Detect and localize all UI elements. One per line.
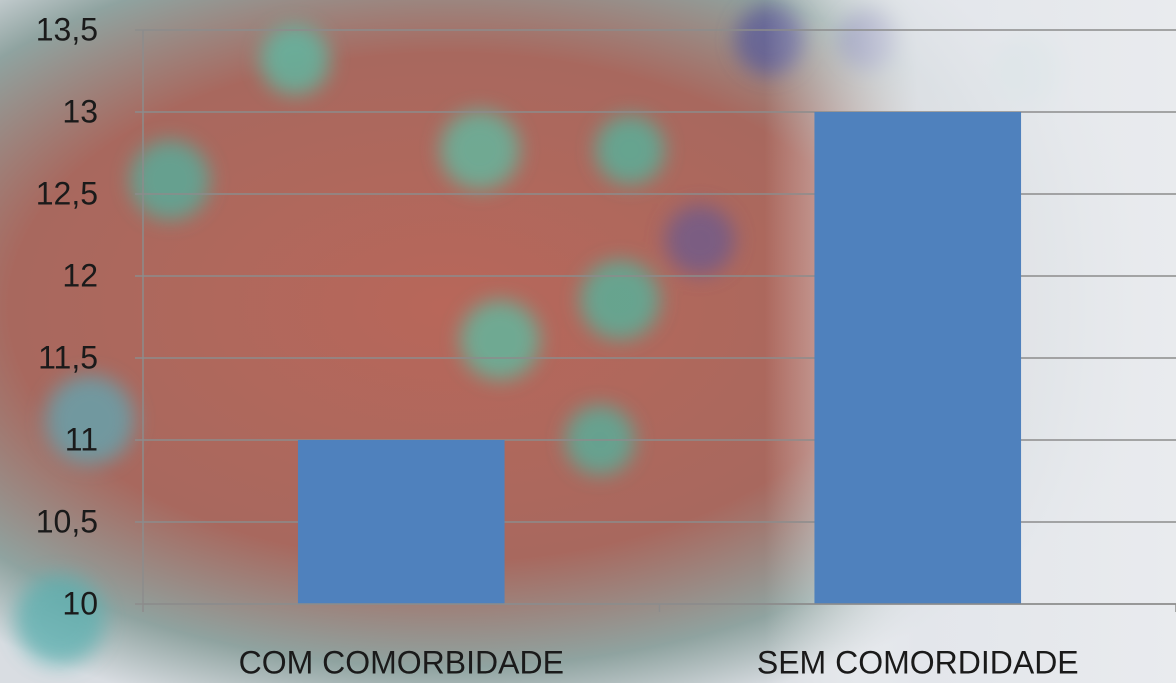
y-tick-label: 12 [62, 257, 98, 293]
y-tick-label: 12,5 [36, 175, 98, 211]
bar [814, 112, 1022, 604]
y-tick-label: 10,5 [36, 503, 98, 539]
x-tick-label: SEM COMORDIDADE [757, 644, 1079, 680]
y-tick-label: 13,5 [36, 11, 98, 47]
y-tick-label: 11 [65, 421, 98, 457]
y-tick-label: 13 [62, 93, 98, 129]
x-tick-label: COM COMORBIDADE [239, 644, 564, 680]
y-tick-label: 10 [62, 585, 98, 621]
bar [297, 440, 505, 604]
y-tick-label: 11,5 [38, 339, 98, 375]
